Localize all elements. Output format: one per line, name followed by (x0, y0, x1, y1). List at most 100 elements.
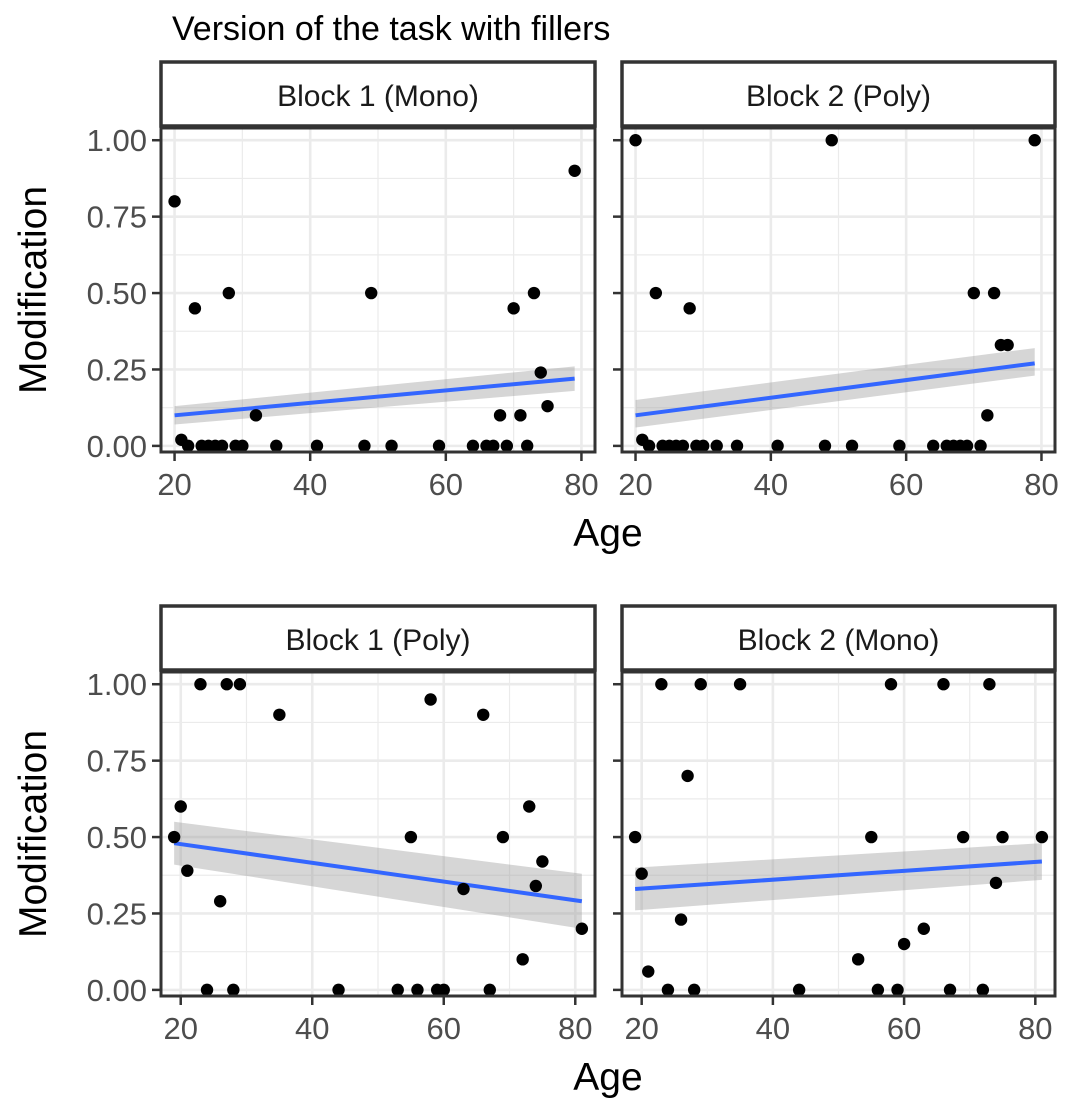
strip-title: Block 1 (Mono) (277, 80, 479, 113)
data-point (996, 830, 1009, 844)
data-point (710, 439, 723, 453)
data-point (227, 983, 240, 997)
data-point (891, 983, 904, 997)
data-point (676, 439, 690, 453)
data-point (270, 439, 283, 453)
data-point (628, 830, 642, 844)
data-point (404, 830, 418, 844)
data-point (917, 922, 930, 935)
data-point (181, 439, 195, 453)
data-point (927, 439, 940, 453)
data-point (851, 953, 865, 966)
x-tick-label: 80 (1024, 467, 1058, 502)
data-point (213, 895, 227, 908)
data-point (649, 286, 663, 300)
data-point (385, 439, 398, 453)
data-point (871, 983, 885, 997)
x-tick-label: 20 (618, 467, 652, 502)
strip-header (159, 604, 597, 672)
data-point (792, 983, 806, 997)
data-point (514, 409, 527, 422)
data-point (937, 678, 950, 691)
data-point (655, 678, 668, 691)
data-point (500, 439, 514, 453)
panel-border (159, 126, 597, 454)
data-point (181, 864, 194, 877)
data-point (437, 983, 450, 997)
data-point (541, 399, 554, 413)
data-point (1035, 830, 1049, 844)
data-point (696, 439, 710, 453)
data-point (897, 937, 911, 951)
y-tick-label: 1.00 (87, 123, 147, 158)
data-point (893, 439, 906, 453)
data-point (483, 983, 496, 997)
data-point (236, 439, 249, 453)
data-point (487, 439, 500, 453)
y-tick-label: 1.00 (87, 667, 147, 702)
x-tick-label: 40 (295, 1011, 329, 1046)
data-point (629, 134, 642, 147)
y-tick-label: 0.25 (87, 896, 147, 931)
data-point (956, 830, 970, 844)
data-point (188, 302, 202, 315)
x-tick-label: 60 (889, 467, 923, 502)
data-point (635, 867, 648, 880)
data-point (493, 409, 507, 422)
data-point (391, 983, 404, 997)
data-point (310, 439, 324, 453)
data-point (527, 286, 541, 300)
y-axis-label: Modification (12, 730, 55, 938)
data-point (332, 983, 345, 997)
data-point (424, 693, 437, 706)
y-axis-label: Modification (12, 186, 55, 394)
fit-line (634, 859, 1043, 892)
data-point (174, 800, 187, 813)
data-point (167, 830, 181, 844)
data-point (516, 953, 529, 966)
data-point (220, 678, 233, 691)
strip-header (159, 60, 597, 128)
data-point (365, 286, 378, 300)
data-point (1028, 134, 1041, 147)
data-point (273, 708, 286, 721)
data-point (466, 439, 480, 453)
data-point (983, 678, 996, 691)
panel-4: Block 2 (Mono) 20 40 60 80 (613, 604, 1057, 1046)
data-point (943, 983, 957, 997)
data-point (989, 876, 1003, 890)
data-point (194, 678, 207, 691)
data-point (575, 922, 589, 935)
data-point (865, 830, 878, 844)
data-point (661, 983, 675, 997)
data-point (642, 439, 656, 453)
figure-title: Version of the task with fillers (172, 10, 610, 48)
data-point (523, 800, 536, 813)
x-axis-label: Age (573, 1056, 642, 1099)
data-point (249, 409, 263, 422)
data-point (534, 366, 547, 379)
data-point (568, 164, 581, 177)
y-tick-label: 0.75 (87, 200, 147, 235)
data-point (200, 983, 214, 997)
data-point (818, 439, 832, 453)
y-tick-label: 0.00 (87, 429, 147, 464)
data-point (507, 302, 520, 315)
data-point (681, 769, 694, 783)
data-point (730, 439, 744, 453)
x-axis-label: Age (573, 512, 642, 555)
data-point (771, 439, 784, 453)
panel-3: Block 1 (Poly) 20 40 60 80 0.00 0.25 0.50 0.75 1.… (12, 604, 597, 1046)
strip-header (620, 604, 1057, 672)
x-tick-label: 20 (624, 1011, 658, 1046)
y-tick-label: 0.25 (87, 352, 147, 387)
y-tick-label: 0.00 (87, 973, 147, 1008)
data-point (1001, 338, 1014, 352)
data-point (987, 286, 1001, 300)
data-point (981, 409, 994, 422)
y-tick-label: 0.50 (87, 276, 147, 311)
data-point (825, 134, 838, 147)
data-point (733, 678, 747, 691)
